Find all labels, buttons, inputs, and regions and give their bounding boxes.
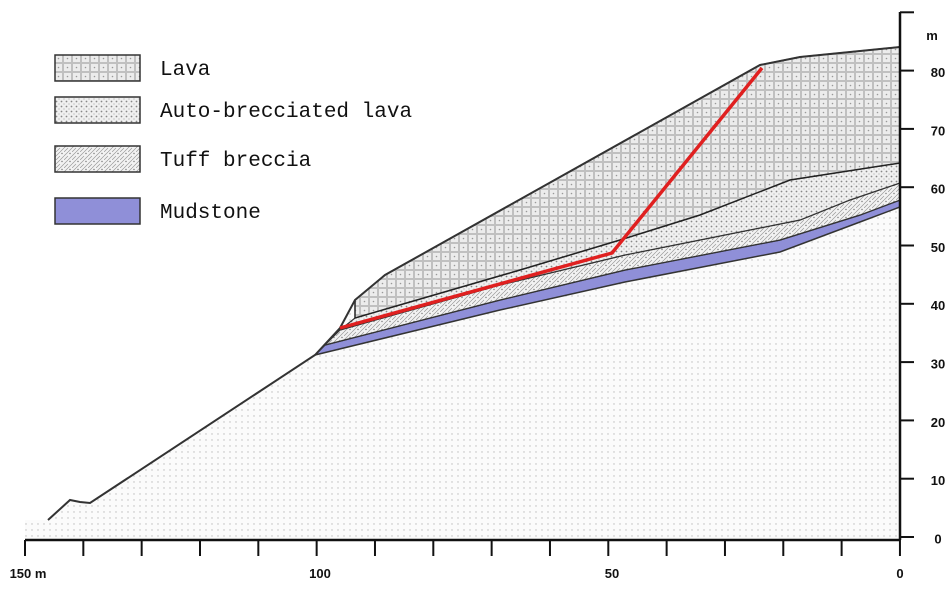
legend-label: Auto-brecciated lava <box>160 101 412 124</box>
y-label: 40 <box>931 298 945 313</box>
x-label: 0 <box>896 566 903 581</box>
x-label: 50 <box>605 566 619 581</box>
legend-label: Tuff breccia <box>160 150 311 173</box>
y-label: 60 <box>931 182 945 197</box>
y-label: 50 <box>931 240 945 255</box>
legend-swatch <box>54 145 141 173</box>
y-label: 0 <box>934 531 941 546</box>
legend-swatch <box>54 96 141 124</box>
legend-label: Lava <box>160 59 210 82</box>
legend-swatch <box>54 197 141 225</box>
legend-label: Mudstone <box>160 202 261 225</box>
y-label: 30 <box>931 357 945 372</box>
y-label: 20 <box>931 415 945 430</box>
legend-swatch <box>54 54 141 82</box>
y-label: 10 <box>931 473 945 488</box>
y-label: 70 <box>931 123 945 138</box>
y-label: 80 <box>931 65 945 80</box>
y-unit: m <box>926 28 938 43</box>
tick-marks <box>24 11 914 556</box>
x-label: 100 <box>309 566 331 581</box>
legend: Lava Auto-brecciated lava Tuff breccia M… <box>54 54 412 225</box>
x-label: 150 m <box>10 566 47 581</box>
slip-surface <box>339 66 764 330</box>
